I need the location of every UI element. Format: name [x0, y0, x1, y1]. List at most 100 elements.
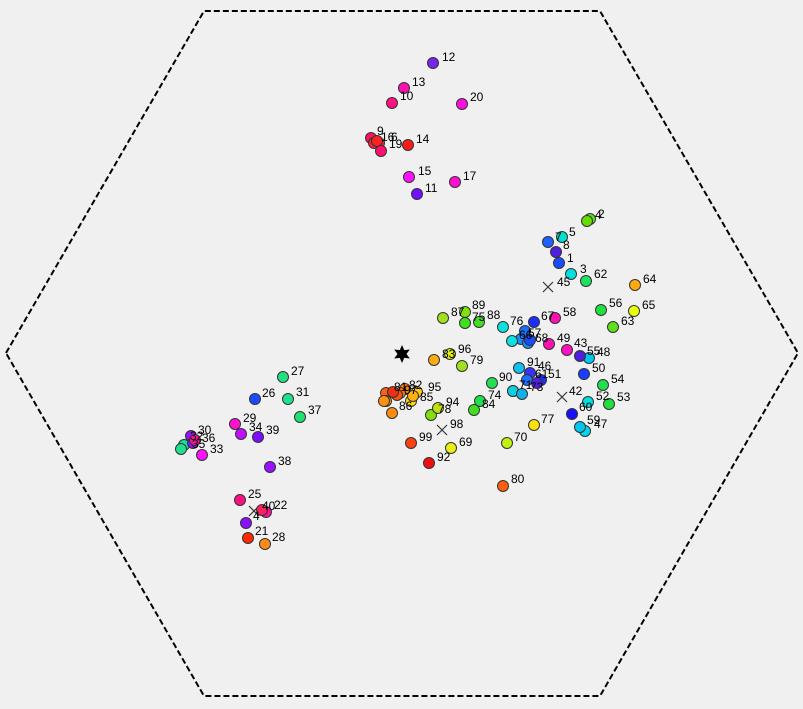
point-label: 39	[266, 423, 280, 437]
point-label: 5	[569, 225, 576, 239]
data-point-55	[575, 351, 586, 362]
data-point-38	[265, 462, 276, 473]
point-label: 50	[592, 361, 606, 375]
point-label: 19	[389, 137, 403, 151]
point-label: 92	[437, 450, 451, 464]
data-point-20	[457, 99, 468, 110]
data-point-7	[543, 237, 554, 248]
point-label: 21	[255, 524, 269, 538]
point-label: 17	[463, 169, 477, 183]
data-point-1	[554, 258, 565, 269]
data-point-80	[498, 481, 509, 492]
data-point-77	[529, 420, 540, 431]
point-label: 10	[400, 89, 414, 103]
data-point-8	[551, 247, 562, 258]
point-label: 7	[555, 230, 562, 244]
center-star-icon	[394, 345, 410, 363]
point-label: 12	[442, 50, 456, 64]
point-label: 67	[541, 309, 555, 323]
data-point-91	[514, 363, 525, 374]
data-point-43	[562, 345, 573, 356]
data-point-50	[579, 369, 590, 380]
data-point-37	[295, 412, 306, 423]
data-points	[176, 58, 641, 550]
data-point	[176, 444, 187, 455]
point-label: 15	[418, 164, 432, 178]
point-label: 4	[595, 208, 602, 222]
data-point-31	[283, 394, 294, 405]
point-label: 90	[499, 370, 513, 384]
point-label: 14	[416, 132, 430, 146]
point-label: 77	[541, 412, 555, 426]
point-label: 4	[253, 509, 260, 523]
point-label: 34	[249, 420, 263, 434]
point-label: 51	[548, 367, 562, 381]
point-label: 43	[574, 336, 588, 350]
point-label: 49	[557, 331, 571, 345]
point-label: 63	[621, 314, 635, 328]
data-point	[379, 396, 390, 407]
point-label: 37	[308, 403, 322, 417]
data-point-90	[487, 378, 498, 389]
point-label: 76	[510, 314, 524, 328]
point-label: 68	[535, 331, 549, 345]
point-label: 65	[642, 298, 656, 312]
data-point-99	[406, 438, 417, 449]
point-label: 22	[274, 498, 288, 512]
point-label: 86	[399, 399, 413, 413]
point-label: 79	[470, 353, 484, 367]
point-label: 66	[519, 328, 533, 342]
data-point-26	[250, 394, 261, 405]
point-label: 84	[482, 397, 496, 411]
point-label: 45	[557, 275, 571, 289]
point-label: 38	[278, 454, 292, 468]
cross-marker	[437, 425, 447, 435]
data-point-11	[412, 189, 423, 200]
data-point-4	[241, 518, 252, 529]
point-label: 95	[428, 380, 442, 394]
point-label: 55	[587, 344, 601, 358]
data-point-12	[428, 58, 439, 69]
point-label: 1	[567, 251, 574, 265]
data-point-34	[236, 429, 247, 440]
point-label: 96	[458, 342, 472, 356]
data-point-10	[387, 98, 398, 109]
data-point-17	[450, 177, 461, 188]
data-point-76	[498, 322, 509, 333]
point-label: 54	[611, 372, 625, 386]
point-label: 91	[527, 355, 541, 369]
point-label: 60	[579, 400, 593, 414]
point-label: 52	[596, 389, 610, 403]
point-label: 89	[472, 298, 486, 312]
data-point-64	[630, 280, 641, 291]
data-point-15	[404, 172, 415, 183]
point-label: 62	[594, 267, 608, 281]
data-point-87	[438, 313, 449, 324]
point-label: 75	[472, 310, 486, 324]
data-point-14	[403, 140, 414, 151]
data-point-25	[235, 495, 246, 506]
data-point-33	[197, 450, 208, 461]
point-label: 58	[563, 305, 577, 319]
point-label: 73	[530, 380, 544, 394]
data-point-59	[575, 422, 586, 433]
data-point-83	[429, 355, 440, 366]
data-point-84	[469, 405, 480, 416]
point-label: 59	[587, 413, 601, 427]
point-label: 11	[425, 181, 438, 195]
point-label: 83	[442, 347, 456, 361]
point-label: 35	[192, 437, 206, 451]
data-point-79	[457, 361, 468, 372]
data-point-70	[502, 438, 513, 449]
point-label: 13	[412, 75, 426, 89]
point-label: 87	[451, 305, 465, 319]
point-label: 28	[272, 530, 286, 544]
point-label: 99	[419, 430, 433, 444]
point-labels: 123445789 61619101112131415 17202122252627…	[190, 50, 657, 544]
data-point	[507, 336, 518, 347]
data-point-28	[260, 539, 271, 550]
point-label: 26	[262, 386, 276, 400]
point-label: 8	[563, 238, 570, 252]
data-point-21	[243, 533, 254, 544]
